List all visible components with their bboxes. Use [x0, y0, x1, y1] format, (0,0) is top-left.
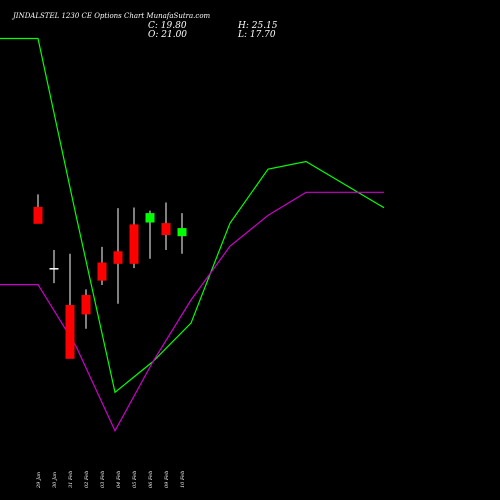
x-tick-label: 02 Feb — [84, 471, 90, 488]
chart-title: JINDALSTEL 1230 CE Options Chart MunafaS… — [11, 12, 211, 20]
candle — [33, 194, 43, 224]
candle — [97, 246, 107, 285]
candle-body — [97, 262, 107, 281]
candle-body — [65, 305, 75, 359]
x-tick-label: 06 Feb — [148, 471, 154, 488]
candle — [145, 210, 155, 259]
candle-body — [129, 224, 139, 264]
low-value: L: 17.70 — [237, 30, 276, 40]
candle-body — [177, 228, 187, 237]
close-value: C: 19.80 — [148, 21, 187, 31]
candle-body — [113, 251, 123, 264]
candlesticks — [33, 194, 187, 359]
candle-body — [33, 206, 43, 224]
candle — [65, 253, 75, 359]
x-tick-label: 10 Feb — [180, 471, 186, 488]
x-tick-label: 31 Feb — [68, 471, 74, 488]
open-value: O: 21.00 — [148, 30, 187, 40]
high-value: H: 25.15 — [237, 21, 278, 31]
candle — [161, 202, 171, 250]
band-lines — [0, 37, 385, 433]
candle — [49, 250, 59, 284]
x-tick-label: 03 Feb — [100, 471, 106, 488]
upper-band-line — [0, 37, 385, 394]
x-tick-label: 09 Feb — [164, 471, 170, 488]
lower-band-line — [0, 191, 384, 433]
x-tick-label: 04 Feb — [116, 471, 122, 488]
candle-body — [161, 223, 171, 235]
candle — [81, 289, 91, 329]
x-tick-label: 29 Jan — [36, 472, 42, 489]
x-axis-ticks: 29 Jan 30 Jan 31 Feb 02 Feb 03 Feb 04 Feb 05 F… — [36, 471, 186, 489]
candle-body — [145, 213, 155, 223]
candle — [113, 208, 123, 304]
x-tick-label: 30 Jan — [52, 472, 58, 488]
candle — [129, 207, 139, 269]
x-tick-label: 05 Feb — [132, 471, 138, 488]
candle-body — [81, 295, 91, 315]
candle — [177, 213, 187, 254]
